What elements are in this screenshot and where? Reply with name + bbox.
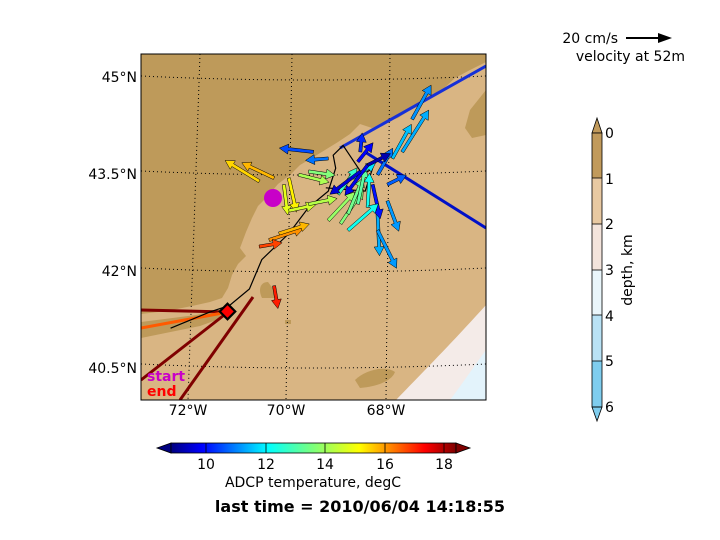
depth-colorbar-label: depth, km [620, 234, 636, 305]
depth-colorbar-bottom-cap [591, 406, 603, 423]
velocity-arrow [355, 132, 367, 153]
velocity-arrow [308, 194, 338, 206]
velocity-arrow [278, 221, 310, 236]
long-vector-lines [141, 64, 486, 400]
velocity-arrow [271, 285, 282, 310]
end-label: end [147, 384, 176, 400]
nova-scotia [465, 90, 486, 138]
velocity-arrows [224, 84, 432, 310]
velocity-arrow [329, 169, 362, 195]
velocity-arrow [224, 160, 261, 184]
temp-colorbar-left-cap [155, 442, 172, 454]
depth-colorbar-segment [592, 224, 602, 270]
reference-depth-label: velocity at 52m [576, 49, 685, 65]
depth-colorbar-top-cap [591, 116, 603, 134]
velocity-arrow [363, 172, 375, 208]
y-tick-label: 45°N [102, 70, 137, 86]
deeper-water [450, 350, 486, 400]
x-tick-label: 72°W [169, 403, 208, 419]
temp-colorbar-bar [170, 442, 457, 454]
velocity-arrow [400, 109, 430, 154]
depth-tick-label: 0 [605, 126, 614, 142]
temperature-colorbar: 10 12 14 16 18 ADCP temperature, degC [155, 442, 472, 491]
start-label: start [147, 369, 185, 385]
depth-colorbar: 0 1 2 3 4 5 6 depth, km [591, 116, 636, 423]
ship-track [170, 144, 374, 329]
depth-tick-label: 1 [605, 172, 614, 188]
bank [285, 320, 291, 324]
velocity-arrow [410, 84, 432, 121]
map-panel: start end 72°W 70°W 68°W 45°N 43.5°N 42°… [88, 53, 487, 419]
y-tick-label: 42°N [102, 264, 137, 280]
temp-colorbar-right-cap [455, 442, 472, 454]
depth-colorbar-segment [592, 361, 602, 407]
velocity-arrow [241, 161, 276, 180]
georges-bank [355, 368, 395, 388]
reference-speed-label: 20 cm/s [562, 31, 618, 47]
velocity-arrow [390, 123, 412, 160]
depth-colorbar-segment [592, 315, 602, 361]
last-time-footer: last time = 2010/06/04 14:18:55 [215, 497, 505, 516]
temp-tick-label: 12 [257, 457, 275, 473]
velocity-arrow [326, 191, 356, 222]
temp-colorbar-label: ADCP temperature, degC [225, 475, 401, 491]
end-marker [218, 302, 237, 321]
velocity-arrow [278, 143, 314, 155]
depth-colorbar-segment [592, 133, 602, 178]
velocity-arrow [385, 199, 401, 232]
x-tick-label: 70°W [267, 403, 306, 419]
start-marker [264, 189, 282, 207]
land-mass [141, 54, 486, 314]
deep-water [396, 305, 486, 400]
velocity-arrow [297, 172, 330, 186]
velocity-arrow [375, 229, 398, 269]
depth-tick-label: 6 [605, 400, 614, 416]
temp-tick-label: 10 [197, 457, 215, 473]
cape-cod [260, 282, 278, 298]
velocity-arrow [366, 152, 391, 167]
temp-tick-label: 16 [376, 457, 394, 473]
map-frame [140, 53, 487, 401]
temp-tick-label: 18 [435, 457, 453, 473]
y-tick-label: 43.5°N [88, 167, 137, 183]
velocity-arrow [356, 142, 374, 164]
depth-colorbar-segment [592, 270, 602, 315]
depth-colorbar-segment [592, 178, 602, 224]
velocity-arrow [386, 174, 407, 187]
reference-arrow-head [658, 33, 672, 43]
velocity-arrow [346, 203, 379, 232]
x-tick-label: 68°W [367, 403, 406, 419]
depth-tick-label: 3 [605, 263, 614, 279]
velocity-arrow [344, 163, 370, 196]
depth-tick-label: 5 [605, 354, 614, 370]
depth-tick-label: 4 [605, 309, 614, 325]
reference-arrow-legend: 20 cm/s velocity at 52m [562, 31, 685, 65]
depth-tick-label: 2 [605, 217, 614, 233]
temp-tick-label: 14 [316, 457, 334, 473]
velocity-arrow [258, 238, 283, 250]
y-tick-label: 40.5°N [88, 361, 137, 377]
bathymetry-layer [141, 54, 486, 400]
velocity-arrow [308, 168, 336, 180]
velocity-arrow [304, 154, 329, 166]
